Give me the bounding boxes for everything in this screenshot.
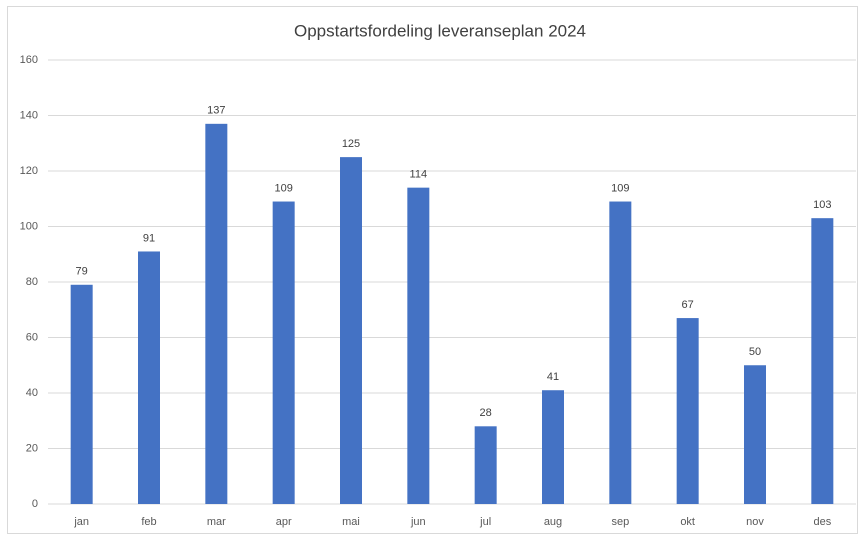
- data-label: 137: [207, 105, 225, 117]
- bar: [138, 251, 160, 504]
- data-label: 125: [342, 138, 360, 150]
- x-tick-label: sep: [611, 516, 629, 528]
- x-tick-label: mar: [207, 516, 226, 528]
- bar: [474, 426, 497, 504]
- y-tick-label: 160: [20, 54, 38, 66]
- bar: [542, 390, 564, 504]
- data-label: 28: [480, 407, 492, 419]
- y-tick-label: 120: [20, 165, 38, 177]
- x-tick-label: jan: [73, 516, 89, 528]
- x-tick-label: jun: [410, 516, 426, 528]
- y-tick-label: 140: [20, 109, 38, 121]
- x-tick-label: nov: [746, 516, 764, 528]
- x-tick-label: apr: [276, 516, 292, 528]
- bar: [407, 187, 430, 504]
- bar: [609, 201, 632, 504]
- y-tick-label: 20: [26, 442, 38, 454]
- chart-title: Oppstartsfordeling leveranseplan 2024: [294, 21, 586, 40]
- bar: [272, 201, 295, 504]
- x-tick-label: mai: [342, 516, 360, 528]
- data-label: 91: [143, 232, 155, 244]
- data-label: 109: [274, 182, 292, 194]
- bar: [744, 365, 766, 504]
- x-tick-label: okt: [680, 516, 695, 528]
- bar: [205, 123, 228, 504]
- bar: [676, 318, 699, 504]
- bar: [811, 218, 834, 505]
- y-tick-label: 60: [26, 331, 38, 343]
- y-tick-label: 0: [32, 498, 38, 510]
- chart-frame: [7, 6, 858, 534]
- data-label: 103: [813, 199, 831, 211]
- y-tick-label: 40: [26, 387, 38, 399]
- x-tick-label: jul: [479, 516, 491, 528]
- y-tick-label: 100: [20, 220, 38, 232]
- bar: [340, 157, 362, 504]
- data-label: 50: [749, 346, 761, 358]
- data-label: 41: [547, 371, 559, 383]
- x-tick-label: feb: [141, 516, 156, 528]
- data-label: 109: [611, 182, 629, 194]
- data-label: 114: [410, 169, 428, 181]
- bar: [70, 284, 93, 504]
- x-tick-label: aug: [544, 516, 562, 528]
- data-label: 79: [76, 266, 88, 278]
- y-tick-label: 80: [26, 276, 38, 288]
- x-tick-label: des: [813, 516, 831, 528]
- data-label: 67: [682, 299, 694, 311]
